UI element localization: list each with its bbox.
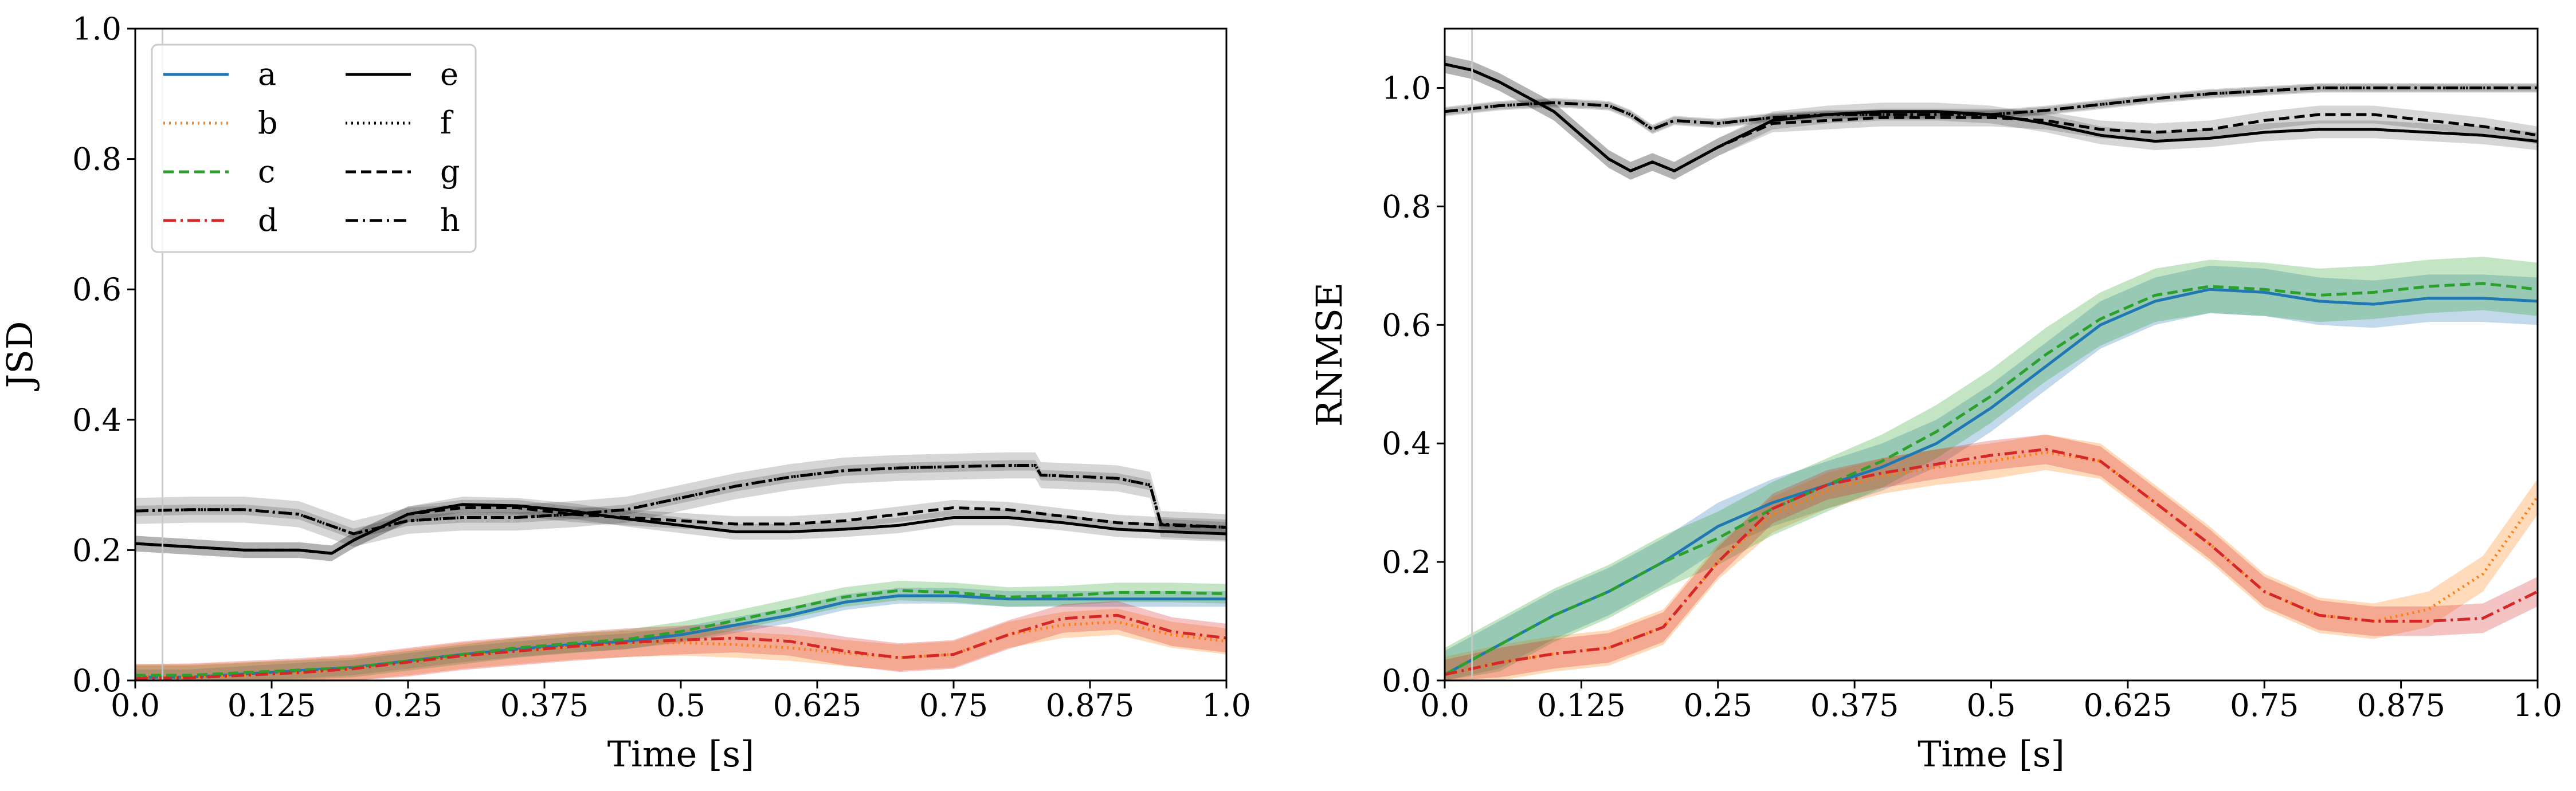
legend-label-b: b bbox=[258, 105, 278, 141]
legend-label-e: e bbox=[440, 56, 458, 92]
chart-panel-left: 0.0 0.125 0.25 0.375 0.5 0.625 0.75 0.875 1.0 0.… bbox=[0, 11, 1251, 775]
x-tick-label: 0.625 bbox=[2084, 687, 2173, 723]
series-line-g bbox=[135, 506, 1226, 555]
x-tick-label: 0.375 bbox=[500, 687, 589, 723]
x-axis-ticks: 0.0 0.125 0.25 0.375 0.5 0.625 0.75 0.875 1.0 bbox=[111, 680, 1251, 723]
band-h bbox=[135, 452, 1226, 547]
y-tick-label: 0.6 bbox=[72, 271, 121, 308]
legend-label-d: d bbox=[258, 202, 278, 238]
series-lines bbox=[1445, 62, 2538, 676]
band-b bbox=[1445, 434, 2538, 680]
series-line-h bbox=[135, 464, 1226, 536]
series-line-d bbox=[1445, 448, 2538, 676]
y-tick-label: 0.6 bbox=[1382, 307, 1431, 343]
legend-label-c: c bbox=[258, 154, 275, 190]
y-axis-label: JSD bbox=[0, 321, 41, 391]
band-h bbox=[1445, 83, 2538, 135]
x-tick-label: 0.25 bbox=[1684, 687, 1752, 723]
band-f bbox=[135, 460, 1226, 540]
x-tick-label: 0.375 bbox=[1810, 687, 1899, 723]
x-tick-label: 0.75 bbox=[919, 687, 988, 723]
x-axis-label: Time [s] bbox=[607, 733, 755, 775]
y-tick-label: 0.8 bbox=[72, 141, 121, 178]
chart-panel-right: 0.0 0.125 0.25 0.375 0.5 0.625 0.75 0.875 1.0 0.… bbox=[1308, 27, 2562, 775]
x-axis-label: Time [s] bbox=[1918, 733, 2065, 775]
confidence-bands bbox=[135, 452, 1226, 680]
y-tick-label: 0.8 bbox=[1382, 188, 1431, 225]
confidence-bands bbox=[1445, 55, 2538, 680]
x-tick-label: 0.125 bbox=[1537, 687, 1626, 723]
series-line-h bbox=[1445, 86, 2538, 131]
x-tick-label: 0.5 bbox=[1967, 687, 2016, 723]
legend-label-a: a bbox=[258, 56, 276, 92]
x-tick-label: 0.0 bbox=[111, 687, 160, 723]
series-line-a bbox=[135, 594, 1226, 679]
legend-label-g: g bbox=[440, 154, 460, 190]
x-axis-ticks: 0.0 0.125 0.25 0.375 0.5 0.625 0.75 0.875 1.0 bbox=[1420, 680, 2562, 723]
x-tick-label: 1.0 bbox=[2513, 687, 2562, 723]
band-f bbox=[1445, 84, 2538, 133]
series-line-g bbox=[1445, 62, 2538, 172]
y-tick-label: 0.4 bbox=[1382, 426, 1431, 462]
band-d bbox=[1445, 434, 2538, 680]
series-line-d bbox=[135, 613, 1226, 680]
x-tick-label: 0.75 bbox=[2230, 687, 2299, 723]
band-a bbox=[1445, 265, 2538, 680]
legend-box bbox=[151, 44, 477, 253]
x-tick-label: 1.0 bbox=[1202, 687, 1251, 723]
legend-label-h: h bbox=[440, 202, 460, 238]
y-tick-label: 0.4 bbox=[72, 402, 121, 438]
x-tick-label: 0.5 bbox=[656, 687, 705, 723]
y-tick-label: 0.0 bbox=[72, 663, 121, 699]
y-tick-label: 0.2 bbox=[1382, 544, 1431, 580]
band-e bbox=[135, 497, 1226, 561]
x-tick-label: 0.875 bbox=[1046, 687, 1135, 723]
x-tick-label: 0.125 bbox=[228, 687, 316, 723]
y-tick-label: 1.0 bbox=[72, 11, 121, 47]
y-tick-label: 1.0 bbox=[1382, 70, 1431, 106]
x-tick-label: 0.875 bbox=[2357, 687, 2445, 723]
x-tick-label: 0.625 bbox=[773, 687, 862, 723]
y-axis-ticks: 0.0 0.2 0.4 0.6 0.8 1.0 bbox=[1382, 70, 1445, 699]
y-axis-ticks: 0.0 0.2 0.4 0.6 0.8 1.0 bbox=[72, 11, 135, 699]
y-axis-label: RNMSE bbox=[1308, 282, 1350, 427]
x-tick-label: 0.0 bbox=[1420, 687, 1469, 723]
y-tick-label: 0.2 bbox=[72, 532, 121, 568]
series-line-b bbox=[1445, 451, 2538, 676]
x-tick-label: 0.25 bbox=[374, 687, 442, 723]
y-tick-label: 0.0 bbox=[1382, 663, 1431, 699]
series-line-c bbox=[1445, 282, 2538, 676]
series-line-c bbox=[135, 589, 1226, 677]
series-lines bbox=[135, 464, 1226, 680]
